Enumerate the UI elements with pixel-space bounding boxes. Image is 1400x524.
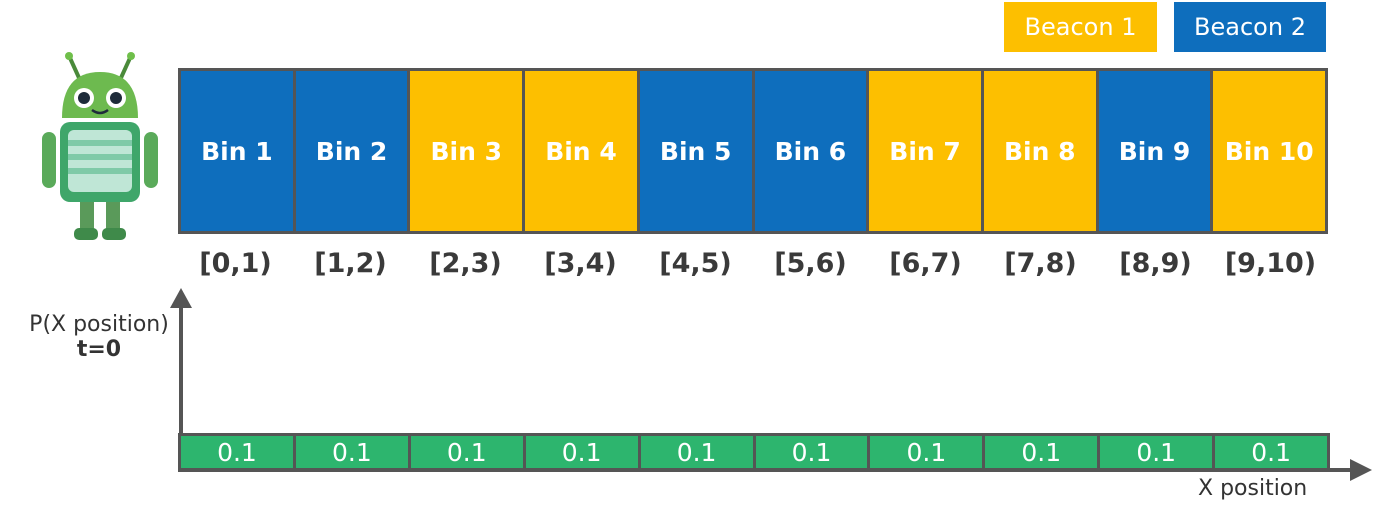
interval-label-8: [7,8) [1004,247,1077,279]
probability-strip: 0.1 0.1 0.1 0.1 0.1 0.1 0.1 0.1 0.1 0.1 [178,433,1330,471]
time-step-label: t=0 [76,337,122,362]
bin-2: Bin 2 [295,71,411,231]
legend-beacon-2: Beacon 2 [1174,2,1326,52]
probability-cell-5: 0.1 [640,436,756,468]
interval-label-2: [1,2) [314,247,387,279]
probability-cell-7: 0.1 [870,436,986,468]
interval-label-4: [3,4) [544,247,617,279]
interval-label-10: [9,10) [1224,247,1317,279]
probability-cell-6: 0.1 [755,436,871,468]
bin-1: Bin 1 [181,71,296,231]
interval-label-7: [6,7) [889,247,962,279]
probability-cell-9: 0.1 [1100,436,1216,468]
interval-label-3: [2,3) [429,247,502,279]
bin-5: Bin 5 [639,71,755,231]
x-axis-label: X position [1198,476,1308,501]
interval-label-1: [0,1) [199,247,272,279]
bin-8: Bin 8 [983,71,1099,231]
probability-cell-4: 0.1 [525,436,641,468]
android-robot-icon [42,52,158,240]
probability-cell-2: 0.1 [295,436,411,468]
bin-4: Bin 4 [525,71,640,231]
interval-label-5: [4,5) [659,247,732,279]
interval-labels: [0,1) [1,2) [2,3) [3,4) [4,5) [5,6) [6,7) [7,8)… [178,238,1328,288]
bin-7: Bin 7 [869,71,984,231]
bin-strip: Bin 1 Bin 2 Bin 3 Bin 4 Bin 5 Bin 6 Bin 7 Bin 8… [178,68,1328,234]
x-axis-arrow [1350,459,1372,481]
probability-cell-3: 0.1 [410,436,526,468]
bin-6: Bin 6 [754,71,870,231]
legend-beacon-1: Beacon 1 [1004,2,1157,52]
bin-9: Bin 9 [1098,71,1214,231]
bin-3: Bin 3 [410,71,526,231]
bin-10: Bin 10 [1213,71,1326,231]
y-axis-arrow [170,288,192,308]
probability-cell-1: 0.1 [181,436,296,468]
y-axis-label: P(X position) t=0 [14,312,184,362]
y-axis-title: P(X position) [29,312,169,337]
probability-cell-8: 0.1 [985,436,1101,468]
interval-label-9: [8,9) [1119,247,1192,279]
probability-cell-10: 0.1 [1215,436,1328,468]
interval-label-6: [5,6) [774,247,847,279]
